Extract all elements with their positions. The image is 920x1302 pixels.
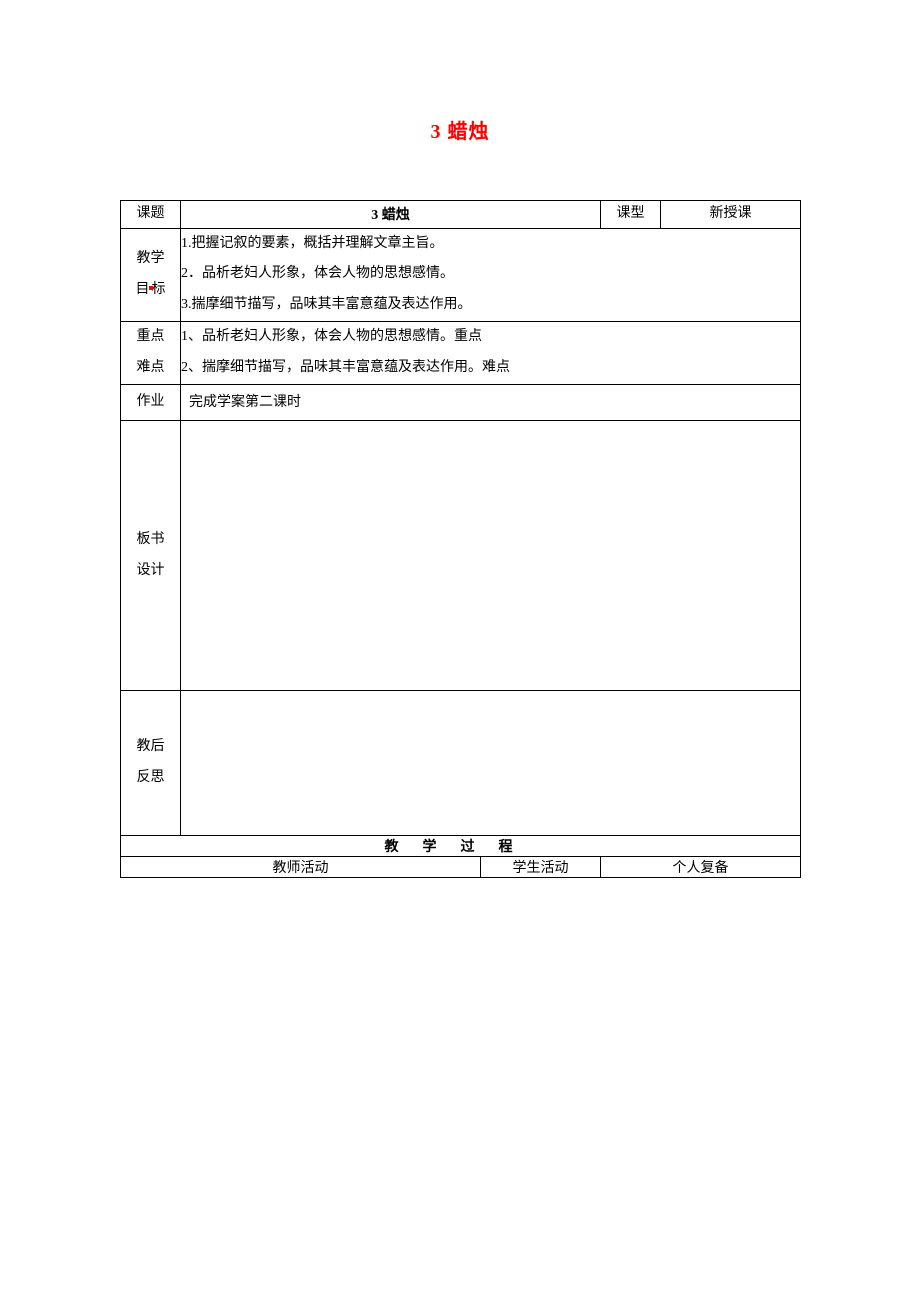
teacher-col-header: 教师活动	[121, 857, 481, 878]
personal-col-header: 个人复备	[601, 857, 801, 878]
objectives-label: 教学 目标	[121, 228, 181, 321]
reflection-label-1: 教后	[121, 732, 180, 763]
objective-item: 3.揣摩细节描写，品味其丰富意蕴及表达作用。	[181, 290, 800, 321]
reflection-label: 教后 反思	[121, 691, 181, 836]
keypoints-content: 1、品析老妇人形象，体会人物的思想感情。重点 2、揣摩细节描写，品味其丰富意蕴及…	[181, 321, 801, 384]
objectives-label-2: 目标	[121, 275, 180, 306]
red-dot-icon	[149, 286, 153, 290]
topic-value: 3 蜡烛	[181, 201, 601, 229]
board-design-content	[181, 421, 801, 691]
board-design-label-2: 设计	[121, 556, 180, 587]
board-design-label-1: 板书	[121, 525, 180, 556]
topic-label: 课题	[121, 201, 181, 229]
objectives-label-1: 教学	[121, 244, 180, 275]
table-row: 教学 目标 1.把握记叙的要素，概括并理解文章主旨。 2．品析老妇人形象，体会人…	[121, 228, 801, 321]
homework-label: 作业	[121, 384, 181, 421]
table-row: 作业 完成学案第二课时	[121, 384, 801, 421]
table-row: 教后 反思	[121, 691, 801, 836]
keypoint-item: 2、揣摩细节描写，品味其丰富意蕴及表达作用。难点	[181, 353, 800, 384]
student-col-header: 学生活动	[481, 857, 601, 878]
lesson-plan-table: 课题 3 蜡烛 课型 新授课 教学 目标 1.把握记叙的要素，概括并理解文章主旨…	[120, 200, 801, 878]
keypoints-label-2: 难点	[121, 353, 180, 384]
reflection-content	[181, 691, 801, 836]
document-page: 3 蜡烛 课题 3 蜡烛 课型 新授课 教学 目标 1.把握记叙的要素，概括并理…	[0, 0, 920, 878]
keypoints-label: 重点 难点	[121, 321, 181, 384]
table-row: 教师活动 学生活动 个人复备	[121, 857, 801, 878]
reflection-label-2: 反思	[121, 763, 180, 794]
table-row: 重点 难点 1、品析老妇人形象，体会人物的思想感情。重点 2、揣摩细节描写，品味…	[121, 321, 801, 384]
keypoints-label-1: 重点	[121, 322, 180, 353]
homework-value: 完成学案第二课时	[181, 384, 801, 421]
table-row: 教学过程	[121, 836, 801, 857]
title-container: 3 蜡烛	[120, 115, 800, 144]
type-label: 课型	[601, 201, 661, 229]
page-title: 3 蜡烛	[431, 121, 490, 143]
objectives-content: 1.把握记叙的要素，概括并理解文章主旨。 2．品析老妇人形象，体会人物的思想感情…	[181, 228, 801, 321]
objective-item: 2．品析老妇人形象，体会人物的思想感情。	[181, 259, 800, 290]
keypoint-item: 1、品析老妇人形象，体会人物的思想感情。重点	[181, 322, 800, 353]
board-design-label: 板书 设计	[121, 421, 181, 691]
table-row: 板书 设计	[121, 421, 801, 691]
table-row: 课题 3 蜡烛 课型 新授课	[121, 201, 801, 229]
process-header: 教学过程	[121, 836, 801, 857]
type-value: 新授课	[661, 201, 801, 229]
objective-item: 1.把握记叙的要素，概括并理解文章主旨。	[181, 229, 800, 260]
